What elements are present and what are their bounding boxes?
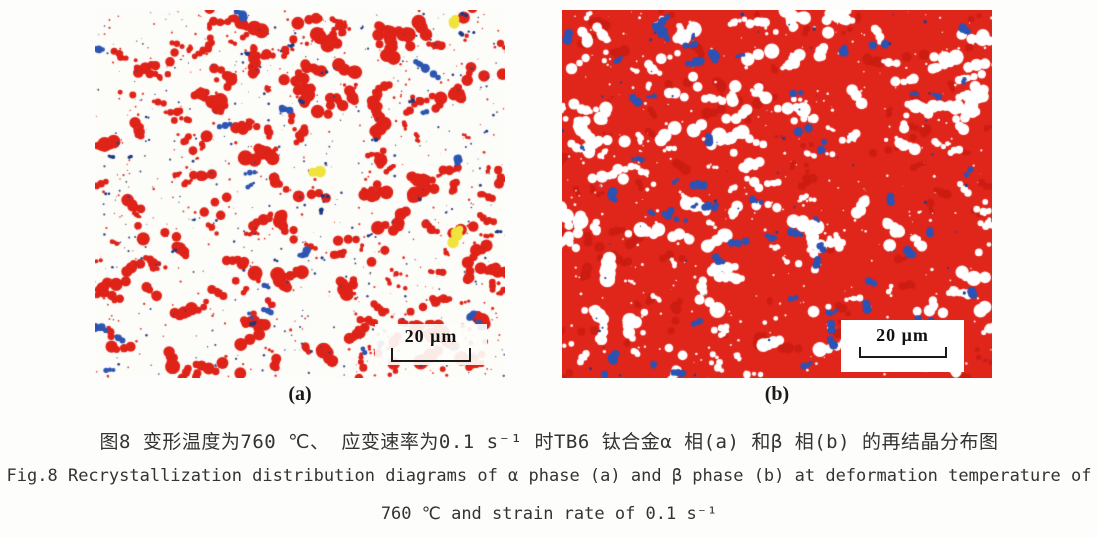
micrograph-alpha-phase — [95, 10, 505, 378]
caption-english-line2: 760 ℃ and strain rate of 0.1 s⁻¹ — [380, 504, 718, 524]
micrograph-panel-a: 20 μm — [95, 10, 505, 378]
micrograph-panel-b: 20 μm — [562, 10, 992, 378]
panel-label-b: (b) — [764, 383, 790, 405]
scale-bar-a-bracket — [391, 348, 471, 362]
scale-bar-b-label: 20 μm — [876, 325, 929, 345]
scale-bar-b-bracket — [858, 347, 947, 358]
panel-label-a: (a) — [288, 383, 312, 405]
scale-bar-a: 20 μm — [375, 324, 487, 365]
caption-chinese: 图8 变形温度为760 ℃、 应变速率为0.1 s⁻¹ 时TB6 钛合金α 相(… — [99, 431, 999, 453]
scale-bar-a-label: 20 μm — [404, 326, 458, 346]
micrograph-beta-phase — [562, 10, 992, 378]
scale-bar-b: 20 μm — [841, 320, 964, 372]
caption-english-line1: Fig.8 Recrystallization distribution dia… — [6, 466, 1092, 486]
